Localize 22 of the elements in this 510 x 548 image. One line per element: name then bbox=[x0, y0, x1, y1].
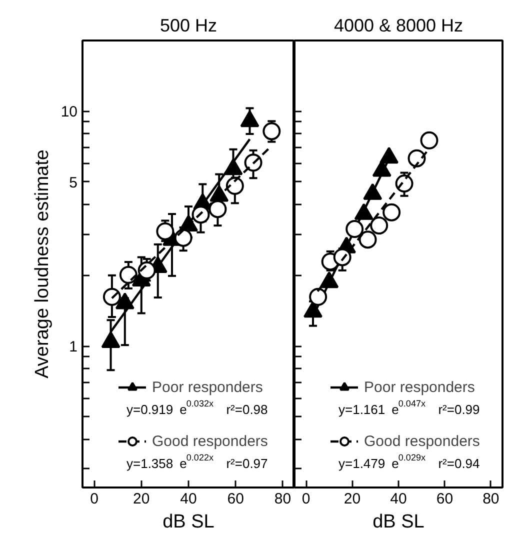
y-tick-label: 10 bbox=[60, 104, 78, 121]
x-axis-title: dB SL bbox=[162, 512, 214, 532]
legend-label: Poor responders bbox=[152, 378, 263, 396]
x-tick-label: 0 bbox=[302, 490, 310, 508]
legend-label: Poor responders bbox=[364, 378, 475, 396]
x-tick-label: 40 bbox=[180, 490, 197, 508]
chart-title: 4000 & 8000 Hz bbox=[334, 16, 464, 36]
y-tick-label: 5 bbox=[69, 174, 78, 192]
x-tick-label: 20 bbox=[133, 490, 150, 508]
x-tick-label: 40 bbox=[390, 490, 407, 508]
x-tick-label: 60 bbox=[227, 490, 244, 508]
x-axis-title: dB SL bbox=[372, 512, 424, 532]
chart-title: 500 Hz bbox=[160, 16, 218, 36]
x-tick-label: 20 bbox=[344, 490, 361, 508]
legend-label: Good responders bbox=[152, 432, 268, 450]
y-tick-label: 1 bbox=[69, 338, 78, 356]
legend-label: Good responders bbox=[364, 432, 480, 450]
x-tick-label: 60 bbox=[436, 490, 454, 508]
y-axis-title: Average loudness estimate bbox=[32, 150, 53, 378]
x-tick-label: 80 bbox=[482, 490, 500, 508]
x-tick-label: 0 bbox=[90, 490, 98, 508]
x-tick-label: 80 bbox=[274, 490, 292, 508]
